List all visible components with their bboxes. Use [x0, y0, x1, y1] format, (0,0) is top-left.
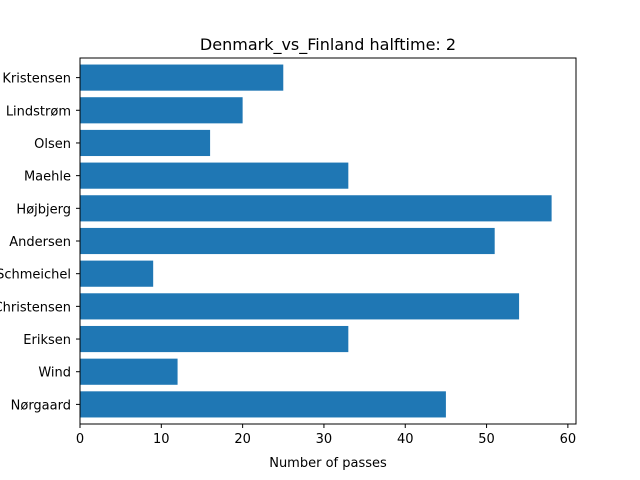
x-tick-label: 50 [478, 432, 495, 447]
y-tick-label: Wind [38, 366, 71, 381]
x-axis-label: Number of passes [269, 456, 387, 471]
y-tick-label: Christensen [0, 300, 71, 315]
bar [80, 227, 495, 255]
bar [80, 260, 154, 287]
bar [80, 64, 284, 91]
x-tick-label: 0 [76, 432, 84, 447]
bar [80, 293, 520, 320]
bar [80, 358, 178, 385]
bar [80, 162, 349, 189]
x-tick-label: 10 [153, 432, 170, 447]
x-tick-label: 20 [234, 432, 251, 447]
bar [80, 129, 211, 157]
bars [80, 64, 552, 418]
bar [80, 195, 552, 222]
y-tick-label: Andersen [9, 235, 71, 250]
chart-title: Denmark_vs_Finland halftime: 2 [200, 35, 456, 55]
y-tick-label: Kristensen [2, 72, 71, 87]
y-axis: Kristensen Lindstrøm Olsen Maehle Højbjerg An… [0, 72, 80, 413]
bar [80, 391, 446, 418]
x-tick-label: 30 [316, 432, 333, 447]
y-tick-label: Lindstrøm [6, 104, 71, 119]
x-tick-label: 60 [560, 432, 577, 447]
y-tick-label: Maehle [24, 170, 71, 185]
y-tick-label: Nørgaard [11, 398, 71, 413]
y-tick-label: Eriksen [23, 333, 71, 348]
y-tick-label: Olsen [34, 137, 71, 152]
y-tick-label: Schmeichel [0, 268, 71, 283]
x-tick-label: 40 [397, 432, 414, 447]
bar [80, 325, 349, 353]
x-axis: 0 10 20 30 40 50 60 [76, 424, 576, 447]
bar [80, 97, 243, 124]
y-tick-label: Højbjerg [16, 202, 71, 217]
